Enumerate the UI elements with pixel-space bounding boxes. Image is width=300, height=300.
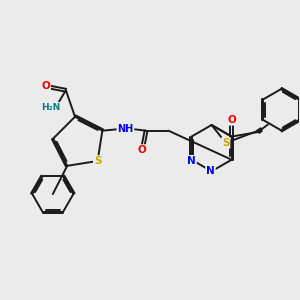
Text: H: H <box>52 103 59 112</box>
Text: H₂N: H₂N <box>41 103 61 112</box>
Text: S: S <box>94 156 101 166</box>
Text: N: N <box>187 156 196 166</box>
Text: S: S <box>222 138 230 148</box>
Text: NH: NH <box>117 124 134 134</box>
Text: O: O <box>138 145 147 155</box>
Text: N: N <box>206 166 215 176</box>
Text: O: O <box>227 115 236 125</box>
Text: O: O <box>41 81 50 91</box>
